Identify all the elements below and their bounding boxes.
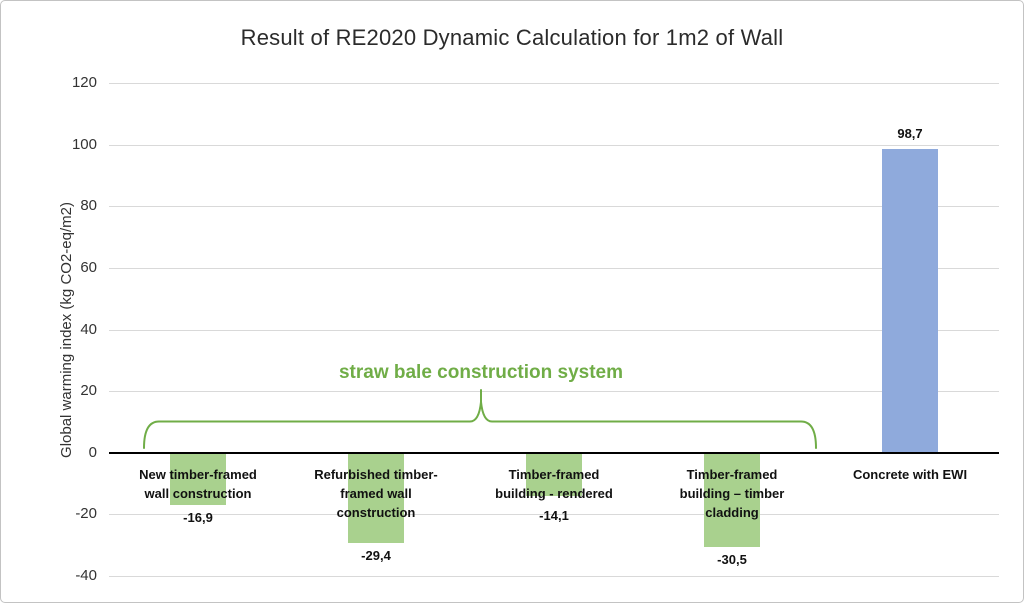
value-label: 98,7 bbox=[897, 125, 923, 141]
gridline bbox=[109, 329, 999, 331]
gridline bbox=[109, 514, 999, 516]
gridline bbox=[109, 206, 999, 208]
category-label: New timber-framed wall construction bbox=[139, 466, 257, 501]
bar bbox=[526, 452, 582, 497]
y-tick-label: 60 bbox=[80, 258, 97, 276]
y-tick-label: 100 bbox=[71, 135, 97, 153]
value-label: -16,9 bbox=[183, 509, 213, 525]
gridline bbox=[109, 144, 999, 146]
bar bbox=[882, 148, 938, 453]
value-label: -14,1 bbox=[539, 507, 569, 523]
value-label: -29,4 bbox=[361, 548, 391, 564]
gridline bbox=[109, 391, 999, 393]
x-axis-line bbox=[109, 451, 999, 454]
y-tick-label: 80 bbox=[80, 197, 97, 215]
category-label: Concrete with EWI bbox=[852, 466, 968, 482]
bar bbox=[170, 452, 226, 505]
y-tick-label: 20 bbox=[80, 382, 97, 400]
bar bbox=[704, 452, 760, 547]
y-tick-label: -20 bbox=[75, 505, 97, 523]
chart-title: Result of RE2020 Dynamic Calculation for… bbox=[240, 25, 784, 50]
y-tick-label: -40 bbox=[75, 567, 97, 584]
value-label: -30,5 bbox=[717, 551, 747, 567]
gridline bbox=[109, 267, 999, 269]
y-tick-label: 40 bbox=[80, 320, 97, 338]
annotation-text: straw bale construction system bbox=[338, 362, 624, 383]
category-label: Timber-framed building - rendered bbox=[495, 466, 613, 501]
category-label: Refurbished timber-framed wall constructi… bbox=[314, 466, 438, 520]
gridline bbox=[109, 83, 999, 84]
gridline bbox=[109, 576, 999, 577]
category-label: Timber-framed building – timber cladding bbox=[679, 466, 785, 520]
bar bbox=[348, 452, 404, 544]
y-tick-label: 0 bbox=[88, 443, 97, 461]
y-tick-label: 120 bbox=[71, 74, 97, 91]
